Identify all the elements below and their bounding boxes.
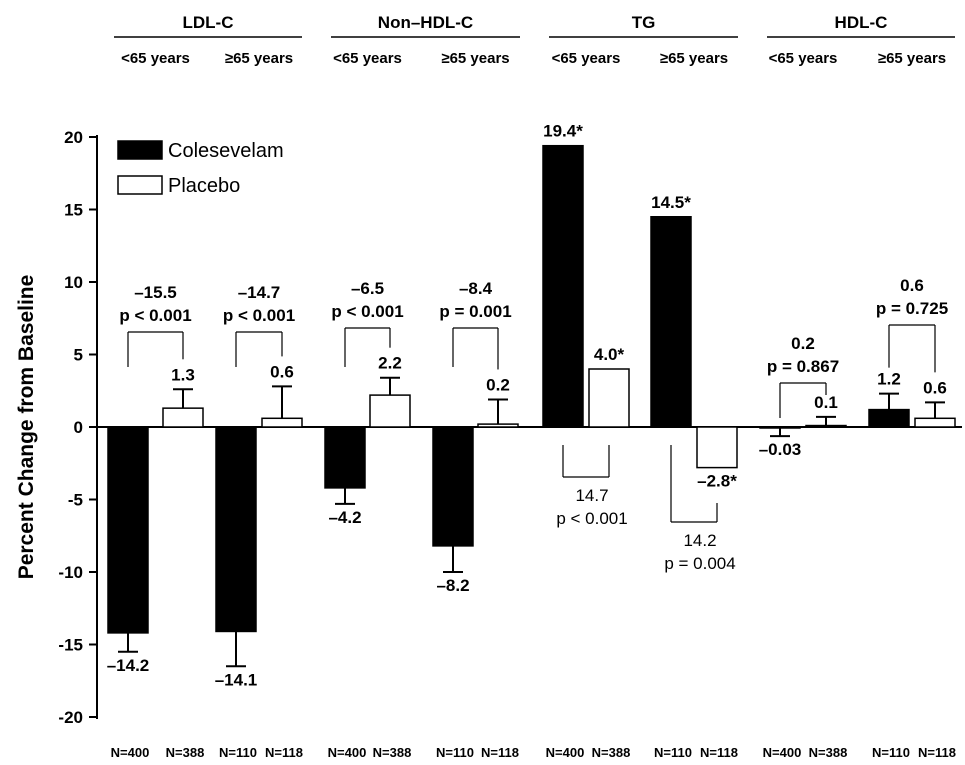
comparison-difference: 0.6 <box>900 276 924 295</box>
comparison-difference: 14.7 <box>575 486 608 505</box>
data-label-colesevelam: –14.1 <box>215 670 258 689</box>
data-label-placebo: 0.6 <box>270 362 294 381</box>
data-label-colesevelam: 1.2 <box>877 370 901 389</box>
data-label-placebo: –2.8* <box>697 472 737 491</box>
age-group-label: ≥65 years <box>660 50 728 67</box>
y-tick-label: 5 <box>74 346 83 365</box>
data-label-placebo: 1.3 <box>171 365 195 384</box>
legend-swatch-placebo <box>117 175 163 195</box>
comparison-difference: 0.2 <box>791 334 815 353</box>
comparison-difference: 14.2 <box>683 531 716 550</box>
comparison-p-value: p < 0.001 <box>223 306 295 325</box>
bar-colesevelam <box>107 426 149 634</box>
panel-title: LDL-C <box>183 13 234 32</box>
y-tick-label: 10 <box>64 273 83 292</box>
data-label-colesevelam: 19.4* <box>543 122 583 141</box>
panel-title: Non–HDL-C <box>378 13 473 32</box>
panel-title: TG <box>632 13 656 32</box>
y-tick-label: -10 <box>58 563 83 582</box>
data-label-colesevelam: –0.03 <box>759 440 802 459</box>
n-label: N=388 <box>809 745 848 760</box>
comparison-difference: –6.5 <box>351 279 384 298</box>
data-label-colesevelam: –8.2 <box>436 576 469 595</box>
bar-placebo <box>369 394 411 428</box>
y-tick-label: 20 <box>64 128 83 147</box>
n-label: N=388 <box>373 745 412 760</box>
n-label: N=400 <box>763 745 802 760</box>
n-label: N=400 <box>111 745 150 760</box>
bar-placebo <box>261 417 303 428</box>
comparison-p-value: p = 0.725 <box>876 299 948 318</box>
n-label: N=118 <box>918 745 956 760</box>
comparison-p-value: p = 0.867 <box>767 357 839 376</box>
n-label: N=110 <box>219 745 257 760</box>
n-label: N=110 <box>436 745 474 760</box>
n-label: N=110 <box>872 745 910 760</box>
age-group-label: <65 years <box>552 50 621 67</box>
y-tick-label: 15 <box>64 201 83 220</box>
comparison-p-value: p < 0.001 <box>331 302 403 321</box>
age-group-label: ≥65 years <box>225 50 293 67</box>
comparison-p-value: p < 0.001 <box>119 306 191 325</box>
n-label: N=110 <box>654 745 692 760</box>
data-label-placebo: 0.1 <box>814 393 838 412</box>
bar-placebo <box>162 407 204 428</box>
n-label: N=118 <box>265 745 303 760</box>
bar-colesevelam <box>324 426 366 489</box>
data-label-colesevelam: –14.2 <box>107 656 150 675</box>
legend-label-colesevelam: Colesevelam <box>168 140 284 162</box>
data-label-colesevelam: –4.2 <box>328 508 361 527</box>
y-tick-label: -5 <box>68 491 83 510</box>
bar-placebo <box>477 423 519 428</box>
bar-colesevelam <box>868 408 910 428</box>
n-label: N=388 <box>592 745 631 760</box>
n-label: N=388 <box>166 745 205 760</box>
y-axis-label: Percent Change from Baseline <box>15 275 38 580</box>
n-label: N=400 <box>546 745 585 760</box>
bar-colesevelam <box>215 426 257 633</box>
bar-colesevelam <box>542 144 584 428</box>
comparison-p-value: p = 0.004 <box>664 554 735 573</box>
n-label: N=118 <box>481 745 519 760</box>
age-group-label: <65 years <box>769 50 838 67</box>
panel-title: HDL-C <box>835 13 888 32</box>
comparison-difference: –15.5 <box>134 283 177 302</box>
data-label-colesevelam: 14.5* <box>651 193 691 212</box>
comparison-p-value: p < 0.001 <box>556 509 627 528</box>
bar-colesevelam <box>432 426 474 547</box>
bar-placebo <box>805 424 847 428</box>
legend-label-placebo: Placebo <box>168 175 240 197</box>
bar-placebo <box>588 368 630 428</box>
age-group-label: <65 years <box>121 50 190 67</box>
y-tick-label: -15 <box>58 636 83 655</box>
age-group-label: ≥65 years <box>878 50 946 67</box>
bar-placebo <box>914 417 956 428</box>
n-label: N=400 <box>328 745 367 760</box>
age-group-label: <65 years <box>333 50 402 67</box>
y-tick-label: 0 <box>74 418 83 437</box>
bar-placebo <box>696 426 738 469</box>
data-label-placebo: 0.6 <box>923 378 947 397</box>
y-tick-label: -20 <box>58 708 83 727</box>
bar-colesevelam <box>650 216 692 428</box>
age-group-label: ≥65 years <box>441 50 509 67</box>
n-label: N=118 <box>700 745 738 760</box>
comparison-difference: –8.4 <box>459 279 493 298</box>
data-label-placebo: 2.2 <box>378 354 402 373</box>
comparison-difference: –14.7 <box>238 283 281 302</box>
comparison-p-value: p = 0.001 <box>439 302 511 321</box>
legend-swatch-colesevelam <box>117 140 163 160</box>
data-label-placebo: 0.2 <box>486 375 510 394</box>
data-label-placebo: 4.0* <box>594 345 625 364</box>
